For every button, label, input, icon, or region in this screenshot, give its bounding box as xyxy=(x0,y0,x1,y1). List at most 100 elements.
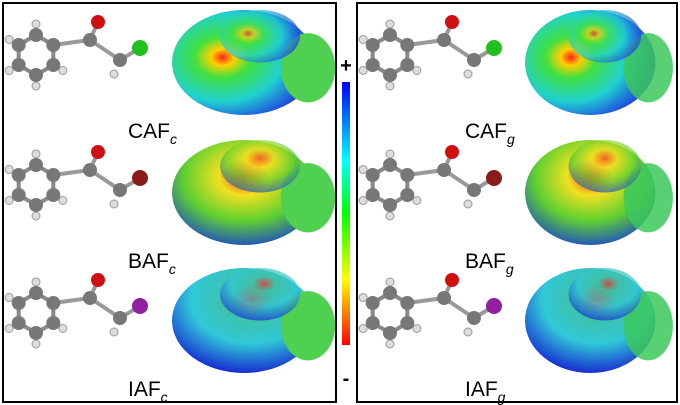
hydrogen xyxy=(110,200,118,208)
hydrogen xyxy=(59,325,67,333)
esp-lobe xyxy=(220,10,300,63)
carbon xyxy=(366,188,380,202)
molecule-label: BAFc xyxy=(128,250,176,277)
esp-surface xyxy=(172,268,335,373)
halogen xyxy=(486,298,502,314)
carbon xyxy=(12,296,26,310)
molecule xyxy=(5,145,148,220)
oxygen xyxy=(91,145,105,159)
hydrogen xyxy=(32,278,40,286)
carbon xyxy=(29,198,43,212)
carbon xyxy=(400,296,414,310)
esp-surface xyxy=(172,140,335,245)
hydrogen xyxy=(5,166,13,174)
carbon xyxy=(437,33,451,47)
esp-surface xyxy=(525,268,673,373)
carbon xyxy=(113,53,127,67)
hydrogen xyxy=(464,200,472,208)
molecule-label: CAFg xyxy=(465,120,515,147)
hydrogen xyxy=(413,67,421,75)
carbon xyxy=(113,311,127,325)
molecule xyxy=(359,145,502,220)
carbon xyxy=(467,311,481,325)
label-text: CAF xyxy=(465,120,507,143)
molecule-label: IAFc xyxy=(128,378,168,405)
carbon xyxy=(383,326,397,340)
carbon xyxy=(467,183,481,197)
esp-lobe xyxy=(220,268,300,321)
hydrogen xyxy=(464,328,472,336)
carbon xyxy=(29,28,43,42)
carbon xyxy=(383,286,397,300)
oxygen xyxy=(445,145,459,159)
hydrogen xyxy=(386,82,394,90)
hydrogen xyxy=(32,20,40,28)
carbon xyxy=(29,68,43,82)
hydrogen xyxy=(359,294,367,302)
carbon xyxy=(29,158,43,172)
carbon xyxy=(366,58,380,72)
esp-surface xyxy=(525,10,673,115)
molecule-label: IAFg xyxy=(465,378,506,405)
carbon xyxy=(29,326,43,340)
carbon xyxy=(383,28,397,42)
label-subscript: c xyxy=(170,131,177,147)
hydrogen xyxy=(359,36,367,44)
figure: + - CAFcBAFcIAFcCAFgBAFgIAFg xyxy=(0,0,680,405)
carbon xyxy=(400,188,414,202)
carbon xyxy=(46,38,60,52)
hydrogen xyxy=(464,70,472,78)
hydrogen xyxy=(359,197,367,205)
hydrogen xyxy=(386,212,394,220)
carbon xyxy=(46,58,60,72)
hydrogen xyxy=(413,197,421,205)
carbon xyxy=(12,38,26,52)
label-subscript: g xyxy=(506,261,514,277)
carbon xyxy=(366,168,380,182)
hydrogen xyxy=(359,325,367,333)
colorbar-bottom: - xyxy=(343,368,350,390)
esp-lobe xyxy=(569,268,642,321)
carbon xyxy=(400,316,414,330)
carbon xyxy=(383,158,397,172)
esp-lobe xyxy=(569,10,642,63)
carbon xyxy=(83,291,97,305)
halogen xyxy=(132,298,148,314)
carbon xyxy=(83,33,97,47)
molecule-label: BAFg xyxy=(465,250,514,277)
hydrogen xyxy=(59,197,67,205)
molecule-label: CAFc xyxy=(128,120,177,147)
carbon xyxy=(383,68,397,82)
hydrogen xyxy=(386,20,394,28)
hydrogen xyxy=(359,166,367,174)
hydrogen xyxy=(386,150,394,158)
hydrogen xyxy=(413,325,421,333)
oxygen xyxy=(91,273,105,287)
hydrogen xyxy=(386,340,394,348)
carbon xyxy=(383,198,397,212)
label-subscript: g xyxy=(498,389,506,405)
color-bar xyxy=(342,82,350,345)
label-subscript: c xyxy=(169,261,176,277)
carbon xyxy=(12,316,26,330)
oxygen xyxy=(445,273,459,287)
esp-lobe xyxy=(569,140,642,193)
carbon xyxy=(12,58,26,72)
molecule xyxy=(5,273,148,348)
carbon xyxy=(400,168,414,182)
carbon xyxy=(366,316,380,330)
hydrogen xyxy=(5,67,13,75)
oxygen xyxy=(445,15,459,29)
hydrogen xyxy=(32,340,40,348)
carbon xyxy=(437,163,451,177)
label-subscript: g xyxy=(507,131,515,147)
molecule xyxy=(5,15,148,90)
esp-lobe xyxy=(220,140,300,193)
halogen xyxy=(486,40,502,56)
label-text: IAF xyxy=(465,378,498,401)
molecule xyxy=(359,15,502,90)
hydrogen xyxy=(59,67,67,75)
halogen xyxy=(132,170,148,186)
hydrogen xyxy=(359,67,367,75)
carbon xyxy=(400,38,414,52)
